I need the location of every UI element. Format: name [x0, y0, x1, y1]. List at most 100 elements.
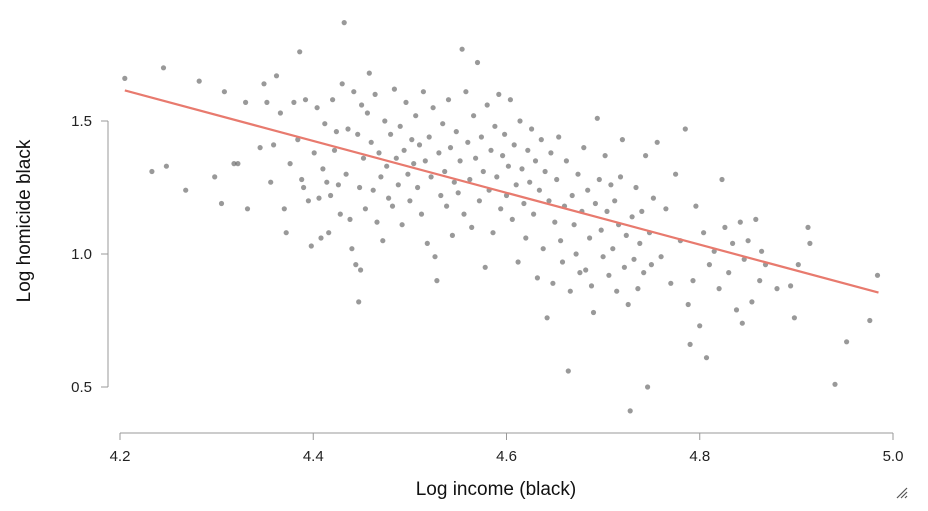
- data-point: [867, 317, 873, 324]
- data-point: [311, 150, 317, 156]
- data-point: [465, 139, 471, 145]
- data-point: [183, 187, 189, 193]
- data-point: [436, 150, 442, 156]
- data-point: [525, 147, 531, 153]
- data-point: [444, 203, 450, 209]
- data-point: [273, 73, 280, 79]
- data-point: [122, 75, 128, 81]
- data-point: [556, 134, 562, 140]
- data-point: [264, 99, 270, 105]
- data-point: [749, 299, 755, 305]
- data-point: [498, 206, 504, 212]
- data-point: [635, 286, 641, 292]
- data-point: [347, 216, 353, 222]
- data-point: [388, 131, 394, 137]
- data-point: [397, 123, 403, 129]
- data-point: [540, 246, 546, 252]
- data-point: [314, 105, 320, 111]
- data-point: [621, 264, 628, 270]
- data-point: [594, 115, 600, 121]
- data-point: [268, 179, 274, 185]
- data-point: [505, 163, 511, 169]
- data-point: [687, 341, 693, 347]
- data-point: [291, 99, 297, 105]
- data-point: [302, 97, 309, 103]
- data-point: [663, 206, 669, 212]
- data-point: [451, 179, 457, 185]
- data-point: [494, 174, 500, 180]
- data-point: [610, 246, 616, 252]
- data-point: [424, 240, 430, 246]
- data-point: [405, 171, 411, 177]
- data-point: [617, 174, 624, 180]
- data-point: [281, 206, 287, 212]
- data-point: [716, 286, 722, 292]
- data-point: [295, 137, 301, 143]
- data-point: [519, 166, 525, 172]
- data-point: [482, 264, 488, 270]
- data-point: [739, 320, 745, 326]
- data-point: [527, 179, 533, 185]
- data-point: [614, 288, 620, 294]
- data-point: [585, 187, 591, 193]
- data-point: [374, 219, 380, 225]
- data-point: [590, 309, 597, 316]
- data-point: [235, 161, 241, 167]
- data-point: [558, 238, 564, 244]
- data-point: [602, 153, 608, 159]
- data-point: [682, 126, 688, 132]
- data-point: [496, 91, 502, 97]
- data-point: [722, 224, 728, 230]
- data-point: [339, 81, 345, 87]
- data-point: [356, 299, 362, 305]
- data-point: [305, 198, 311, 204]
- data-point: [536, 187, 543, 193]
- data-point: [685, 301, 691, 308]
- data-point: [550, 280, 556, 286]
- data-point: [587, 235, 593, 241]
- data-point: [484, 102, 490, 108]
- data-point: [592, 200, 599, 207]
- data-point: [244, 206, 251, 212]
- data-point: [600, 254, 606, 260]
- data-point: [337, 211, 343, 217]
- data-point: [608, 182, 614, 188]
- y-tick-label: 1.5: [71, 113, 92, 130]
- data-point: [440, 121, 446, 127]
- data-point: [757, 278, 763, 284]
- data-point: [629, 214, 635, 220]
- data-point: [442, 168, 448, 175]
- data-point: [399, 222, 405, 228]
- x-ticks: 4.2 4.4 4.6 4.8 5.0: [110, 433, 903, 465]
- data-points: [122, 20, 881, 414]
- regression-fit-line: [124, 89, 879, 294]
- data-point: [328, 192, 334, 199]
- data-point: [832, 381, 838, 387]
- data-point: [386, 195, 392, 201]
- data-point: [693, 203, 699, 209]
- data-point: [645, 384, 651, 390]
- data-point: [480, 168, 486, 175]
- data-point: [573, 251, 579, 257]
- resize-grip-icon[interactable]: [894, 485, 908, 499]
- data-point: [650, 195, 657, 201]
- data-point: [413, 113, 419, 119]
- data-point: [500, 153, 506, 159]
- data-point: [449, 232, 455, 238]
- y-tick-label: 1.0: [71, 246, 92, 263]
- data-point: [299, 176, 305, 183]
- data-point: [641, 270, 647, 276]
- data-point: [463, 89, 469, 95]
- data-point: [457, 158, 463, 164]
- data-point: [648, 262, 655, 268]
- data-point: [807, 240, 813, 246]
- data-point: [467, 176, 473, 183]
- data-point: [297, 49, 303, 55]
- data-point: [345, 126, 351, 132]
- data-point: [243, 99, 249, 105]
- data-point: [478, 134, 484, 140]
- data-point: [434, 278, 440, 284]
- x-tick-label: 4.4: [303, 448, 324, 465]
- data-point: [331, 147, 338, 153]
- data-point: [358, 267, 364, 273]
